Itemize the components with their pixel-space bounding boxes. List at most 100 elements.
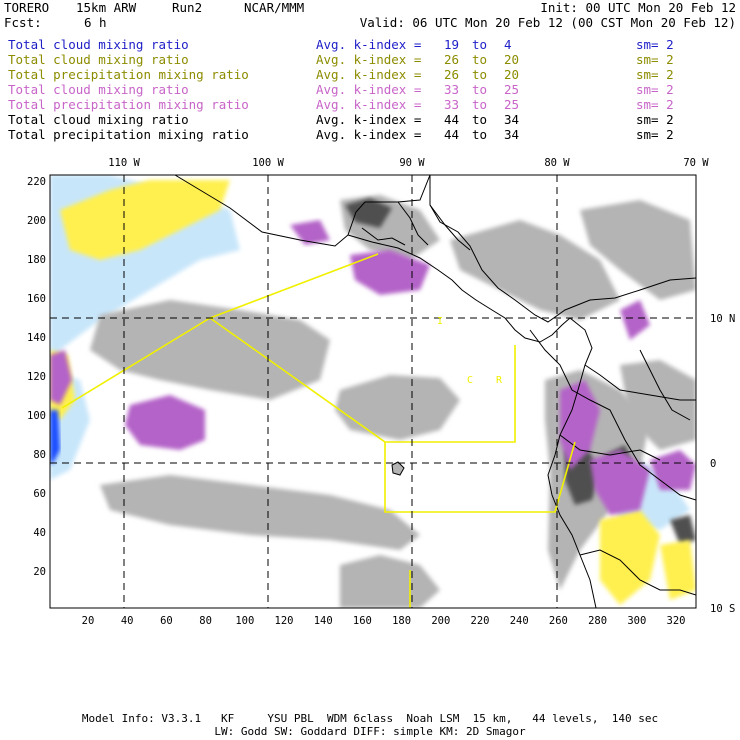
precip-magenta-small bbox=[290, 220, 330, 245]
field-kindex-from: 26 bbox=[444, 67, 460, 82]
x-tick-label: 180 bbox=[392, 615, 411, 627]
field-kindex-from: 33 bbox=[444, 97, 460, 112]
precip-yellow-nw bbox=[60, 180, 230, 260]
y-tick-label: 80 bbox=[33, 449, 46, 461]
precip-magenta-peru bbox=[650, 450, 696, 490]
lat-lon-grid bbox=[50, 175, 696, 608]
x-tick-label: 60 bbox=[160, 615, 173, 627]
border-6 bbox=[579, 549, 696, 596]
field-kindex-to: 25 bbox=[504, 97, 520, 112]
precip-magenta-w bbox=[50, 350, 72, 405]
model-info-line2: LW: Godd SW: Goddard DIFF: simple KM: 2D… bbox=[214, 725, 526, 738]
inner-domain-1 bbox=[209, 317, 516, 443]
cloud-gray-ne bbox=[580, 200, 696, 300]
field-kindex-to-label: to bbox=[472, 52, 488, 67]
y-tick-label: 180 bbox=[27, 254, 46, 266]
galapagos bbox=[391, 461, 405, 476]
x-tick-label: 120 bbox=[275, 615, 294, 627]
y-tick-label: 60 bbox=[33, 488, 46, 500]
x-tick-label: 280 bbox=[588, 615, 607, 627]
field-kindex-from: 26 bbox=[444, 52, 460, 67]
border-8 bbox=[639, 349, 691, 421]
field-kindex-to: 25 bbox=[504, 82, 520, 97]
field-name: Total precipitation mixing ratio bbox=[8, 97, 249, 112]
x-tick-label: 80 bbox=[199, 615, 212, 627]
field-smoothing: sm= 2 bbox=[636, 52, 674, 67]
lon-label: 90 W bbox=[399, 157, 425, 169]
x-tick-label: 200 bbox=[431, 615, 450, 627]
cloud-gray-center-west bbox=[90, 300, 330, 400]
valid-time: Valid: 06 UTC Mon 20 Feb 12 (00 CST Mon … bbox=[359, 15, 736, 30]
field-kindex-from: 44 bbox=[444, 127, 460, 142]
forecast-value: 6 h bbox=[84, 15, 107, 30]
x-tick-label: 260 bbox=[549, 615, 568, 627]
field-name: Total cloud mixing ratio bbox=[8, 82, 189, 97]
y-tick-label: 120 bbox=[27, 371, 46, 383]
field-kindex-from: 33 bbox=[444, 82, 460, 97]
cloud-gray-east bbox=[620, 360, 696, 450]
x-tick-label: 40 bbox=[121, 615, 134, 627]
field-kindex-label: Avg. k-index = bbox=[316, 52, 422, 67]
field-kindex-label: Avg. k-index = bbox=[316, 37, 422, 52]
lon-label: 110 W bbox=[108, 157, 140, 169]
model-resolution: 15km ARW bbox=[76, 0, 137, 15]
x-tick-label: 20 bbox=[82, 615, 95, 627]
lon-label: 80 W bbox=[544, 157, 570, 169]
field-kindex-to: 20 bbox=[504, 52, 520, 67]
cloud-dark-mexico bbox=[345, 198, 392, 228]
field-kindex-to-label: to bbox=[472, 127, 488, 142]
border-4 bbox=[584, 364, 696, 401]
cloud-gray-s-lower bbox=[340, 555, 440, 608]
border-2 bbox=[429, 204, 471, 251]
field-kindex-to: 20 bbox=[504, 67, 520, 82]
x-tick-label: 160 bbox=[353, 615, 372, 627]
forecast-map: 110 W 100 W 90 W 80 W 70 W 10 N 0 10 S 220 200 180… bbox=[27, 157, 735, 627]
cloud-gray-caribbean bbox=[450, 220, 620, 320]
region-label: I bbox=[437, 316, 443, 327]
forecast-label: Fcst: bbox=[4, 15, 42, 30]
precip-magenta-west bbox=[125, 395, 205, 450]
field-kindex-to-label: to bbox=[472, 112, 488, 127]
x-tick-label: 240 bbox=[510, 615, 529, 627]
lon-label: 70 W bbox=[683, 157, 709, 169]
y-tick-label: 40 bbox=[33, 527, 46, 539]
inner-domain-2 bbox=[384, 441, 576, 513]
field-kindex-label: Avg. k-index = bbox=[316, 67, 422, 82]
field-name: Total precipitation mixing ratio bbox=[8, 67, 249, 82]
border-3 bbox=[529, 329, 696, 501]
model-run: Run2 bbox=[172, 0, 203, 15]
region-label: R bbox=[496, 375, 503, 386]
model-org: NCAR/MMM bbox=[244, 0, 305, 15]
cloud-gray-center bbox=[335, 375, 460, 440]
coastline-caribbean bbox=[429, 175, 696, 323]
init-time: Init: 00 UTC Mon 20 Feb 12 bbox=[540, 0, 736, 15]
lat-label: 10 S bbox=[710, 603, 735, 615]
coastline-central-america bbox=[347, 234, 571, 343]
field-kindex-label: Avg. k-index = bbox=[316, 127, 422, 142]
field-kindex-to: 34 bbox=[504, 112, 520, 127]
field-kindex-to-label: to bbox=[472, 67, 488, 82]
x-tick-label: 300 bbox=[627, 615, 646, 627]
y-tick-label: 220 bbox=[27, 176, 46, 188]
coastline-south-america bbox=[547, 317, 597, 608]
precip-magenta-ecuador bbox=[590, 450, 650, 515]
coastlines bbox=[174, 175, 696, 608]
y-tick-label: 200 bbox=[27, 215, 46, 227]
plot-frame bbox=[49, 174, 697, 609]
cloud-gray-south bbox=[100, 475, 420, 550]
field-kindex-to-label: to bbox=[472, 82, 488, 97]
field-smoothing: sm= 2 bbox=[636, 112, 674, 127]
y-tick-label: 20 bbox=[33, 566, 46, 578]
model-info-line1: Model Info: V3.3.1 KF YSU PBL WDM 6class… bbox=[81, 712, 659, 725]
x-tick-label: 220 bbox=[471, 615, 490, 627]
field-kindex-to-label: to bbox=[472, 37, 488, 52]
precip-yellow-se bbox=[600, 510, 660, 605]
field-kindex-to: 34 bbox=[504, 127, 520, 142]
x-tick-label: 140 bbox=[314, 615, 333, 627]
field-smoothing: sm= 2 bbox=[636, 67, 674, 82]
field-kindex-label: Avg. k-index = bbox=[316, 82, 422, 97]
precip-magenta-venezuela bbox=[620, 300, 650, 340]
lon-label: 100 W bbox=[252, 157, 284, 169]
field-smoothing: sm= 2 bbox=[636, 127, 674, 142]
field-smoothing: sm= 2 bbox=[636, 37, 674, 52]
